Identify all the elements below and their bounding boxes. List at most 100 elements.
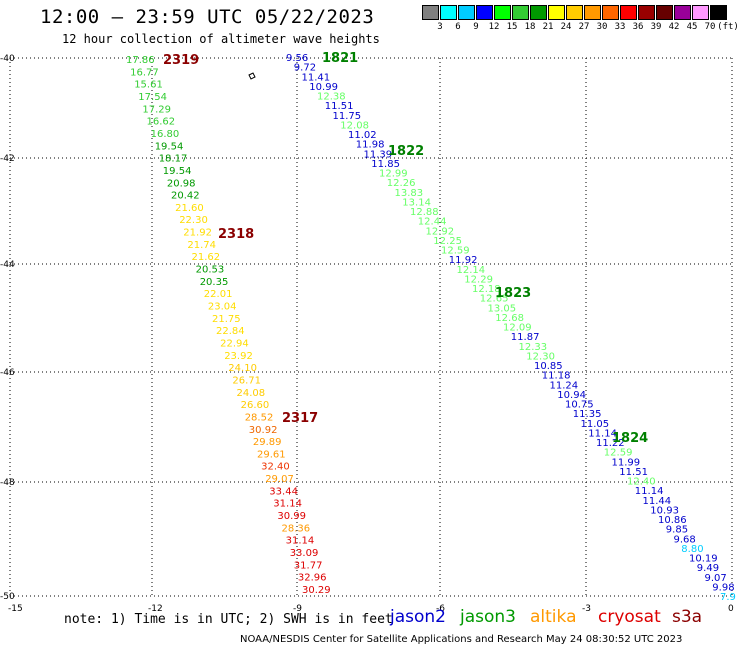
color-swatch — [494, 5, 511, 20]
wave-height-value: 17.86 — [126, 55, 155, 66]
latitude-label: -40 — [0, 54, 15, 64]
latitude-label: -48 — [0, 478, 15, 488]
wave-height-value: 9.56 — [286, 53, 308, 64]
wave-height-value: 29.61 — [257, 449, 286, 460]
wave-height-value: 12.30 — [526, 351, 555, 362]
wave-height-value: 33.09 — [290, 548, 319, 559]
satellite-legend-item: jason2 — [390, 607, 446, 627]
color-scale-label: 45 — [686, 22, 698, 32]
wave-height-value: 11.18 — [542, 371, 571, 382]
wave-height-value: 11.87 — [511, 332, 540, 343]
wave-height-value: 24.08 — [237, 388, 266, 399]
lat-lon-grid — [9, 57, 734, 598]
wave-height-value: 10.75 — [565, 400, 594, 411]
wave-height-value: 31.14 — [286, 536, 315, 547]
color-swatch — [548, 5, 565, 20]
color-scale-label: (ft) — [717, 22, 739, 32]
wave-height-value: 22.01 — [204, 289, 233, 300]
wave-height-value: 12.88 — [410, 207, 439, 218]
longitude-label: -6 — [436, 604, 445, 614]
pass-number-label: 2318 — [218, 227, 254, 242]
wave-height-value: 29.07 — [265, 474, 294, 485]
wave-height-value: 11.05 — [581, 419, 610, 430]
latitude-label: -50 — [0, 592, 15, 602]
wave-height-value: 21.92 — [183, 228, 212, 239]
wave-height-value: 21.60 — [175, 203, 204, 214]
wave-height-value: 8.80 — [681, 544, 703, 555]
wave-height-value: 16.62 — [147, 117, 176, 128]
color-scale-label: 9 — [473, 22, 479, 32]
color-scale-label: 39 — [650, 22, 662, 32]
satellite-legend-item: s3a — [672, 607, 703, 627]
wave-height-value: 19.54 — [155, 141, 184, 152]
footer-credit: NOAA/NESDIS Center for Satellite Applica… — [240, 634, 683, 645]
longitude-label: 0 — [728, 604, 734, 614]
wave-height-value: 21.62 — [192, 252, 221, 263]
color-scale-label: 42 — [668, 22, 680, 32]
wave-height-value: 11.35 — [573, 409, 602, 420]
color-swatch — [674, 5, 691, 20]
wave-height-value: 12.59 — [604, 448, 633, 459]
wave-height-value: 15.61 — [134, 80, 163, 91]
wave-height-value: 11.92 — [449, 255, 478, 266]
satellite-legend-item: altika — [530, 607, 577, 627]
wave-height-value: 28.36 — [282, 523, 311, 534]
units-note: note: 1) Time is in UTC; 2) SWH is in fe… — [64, 612, 393, 627]
wave-height-value: 11.22 — [596, 438, 625, 449]
color-swatch — [638, 5, 655, 20]
wave-height-value: 11.41 — [302, 72, 331, 83]
wave-height-value: 11.98 — [356, 140, 385, 151]
wave-height-value: 23.04 — [208, 302, 237, 313]
wave-height-value: 13.05 — [488, 303, 517, 314]
axis-labels: -40 -42 -44 -46 -48 -50 -15 -12 -9 -6 -3 0 — [0, 54, 734, 614]
color-scale-label: 15 — [506, 22, 518, 32]
color-swatch — [692, 5, 709, 20]
map-title: 12:00 — 23:59 UTC 05/22/2023 — [40, 6, 375, 28]
wave-height-value: 33.44 — [269, 486, 298, 497]
wave-height-value: 10.19 — [689, 554, 718, 565]
wave-height-value: 20.53 — [196, 265, 225, 276]
wave-height-value: 11.24 — [550, 380, 579, 391]
color-swatch — [512, 5, 529, 20]
wave-height-value: 12.08 — [340, 120, 369, 131]
wave-height-value: 12.99 — [379, 169, 408, 180]
wave-height-value: 11.14 — [588, 428, 617, 439]
latitude-label: -42 — [0, 154, 15, 164]
wave-height-value: 10.99 — [309, 82, 338, 93]
wave-height-value: 12.26 — [387, 178, 416, 189]
wave-height-value: 26.71 — [232, 376, 261, 387]
color-scale-label: 6 — [455, 22, 461, 32]
pass-number-label: 2317 — [282, 411, 318, 426]
color-scale-label: 33 — [614, 22, 626, 32]
wave-height-value: 28.52 — [245, 412, 274, 423]
latitude-label: -44 — [0, 260, 15, 270]
color-scale-label: 12 — [488, 22, 500, 32]
color-swatch — [602, 5, 619, 20]
map-subtitle: 12 hour collection of altimeter wave hei… — [62, 32, 380, 46]
wave-height-value: 17.54 — [138, 92, 167, 103]
wave-height-value: 11.51 — [619, 467, 648, 478]
color-scale-label: 3 — [437, 22, 443, 32]
latitude-label: -46 — [0, 368, 15, 378]
color-swatch — [710, 5, 727, 20]
wave-height-value: 12.25 — [433, 236, 462, 247]
satellite-legend-item: cryosat — [598, 607, 661, 627]
longitude-label: -15 — [8, 604, 23, 614]
wave-height-value: 18.17 — [159, 154, 188, 165]
pass-number-label: 1824 — [612, 431, 648, 446]
wave-height-value: 12.14 — [457, 265, 486, 276]
wave-height-value: 10.85 — [534, 361, 563, 372]
wave-height-value: 30.92 — [249, 425, 278, 436]
wave-height-value: 24.10 — [228, 363, 257, 374]
wave-height-value: 17.29 — [142, 104, 171, 115]
wave-height-value: 11.85 — [371, 159, 400, 170]
wave-height-value: 11.02 — [348, 130, 377, 141]
wave-height-value: 20.42 — [171, 191, 200, 202]
wave-height-value: 12.29 — [464, 274, 493, 285]
wave-height-value: 29.89 — [253, 437, 282, 448]
color-swatch — [566, 5, 583, 20]
wave-height-value: 11.39 — [364, 149, 393, 160]
wave-height-value: 30.99 — [277, 511, 306, 522]
wave-height-value: 22.84 — [216, 326, 245, 337]
wave-height-value: 12.44 — [418, 217, 447, 228]
